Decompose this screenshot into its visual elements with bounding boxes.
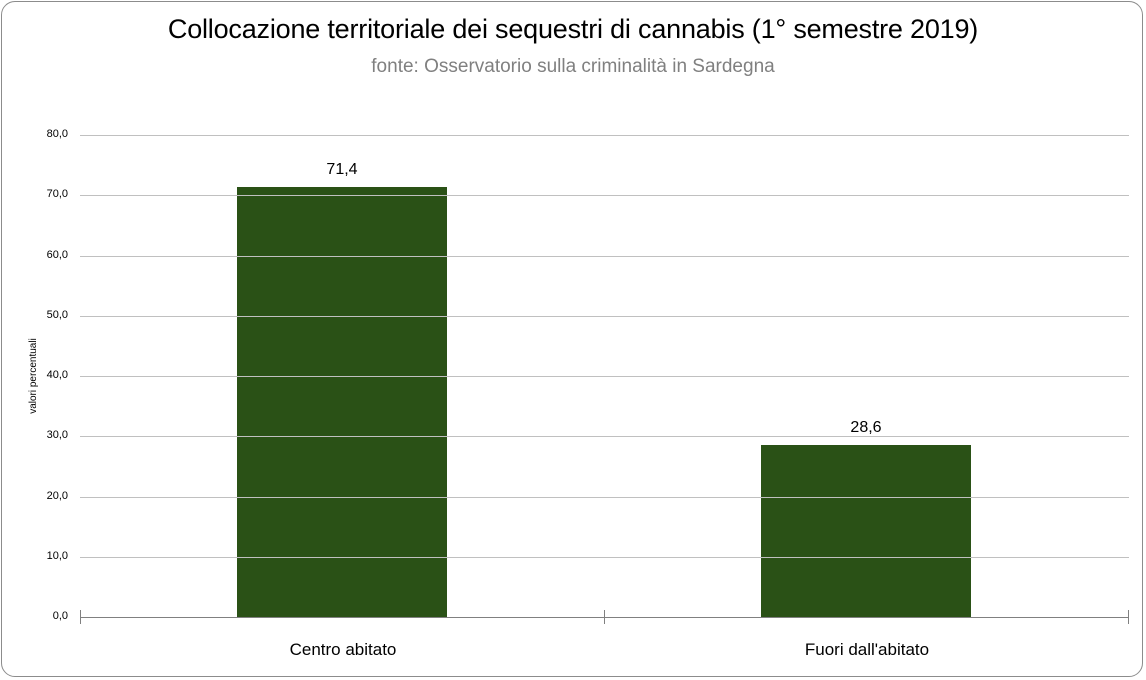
- gridline: [80, 497, 1129, 498]
- y-tick-label: 20,0: [46, 490, 68, 502]
- y-tick-label: 80,0: [46, 128, 68, 140]
- y-tick-label: 30,0: [46, 429, 68, 441]
- gridline: [80, 135, 1129, 136]
- gridline: [80, 316, 1129, 317]
- chart-title: Collocazione territoriale dei sequestri …: [167, 14, 979, 44]
- y-tick-label: 50,0: [46, 309, 68, 321]
- gridline: [80, 256, 1129, 257]
- plot-area: 71,4 28,6: [80, 0, 1129, 680]
- gridline: [80, 557, 1129, 558]
- x-category-label: Fuori dall'abitato: [804, 640, 930, 659]
- chart-subtitle: fonte: Osservatorio sulla criminalità in…: [371, 56, 775, 77]
- data-label: 28,6: [850, 419, 882, 436]
- x-axis-tick: [1128, 610, 1129, 624]
- x-category-label: Centro abitato: [289, 640, 397, 659]
- gridline: [80, 436, 1129, 437]
- y-tick-label: 40,0: [46, 369, 68, 381]
- y-tick-label: 0,0: [52, 610, 68, 622]
- x-axis-tick: [604, 610, 605, 624]
- data-label: 71,4: [326, 161, 358, 178]
- y-tick-label: 60,0: [46, 249, 68, 261]
- gridline: [80, 195, 1129, 196]
- bar: [761, 445, 971, 617]
- y-tick-label: 10,0: [46, 550, 68, 562]
- x-axis-tick: [80, 610, 81, 624]
- y-tick-label: 70,0: [46, 188, 68, 200]
- bar: [237, 187, 447, 617]
- gridline: [80, 376, 1129, 377]
